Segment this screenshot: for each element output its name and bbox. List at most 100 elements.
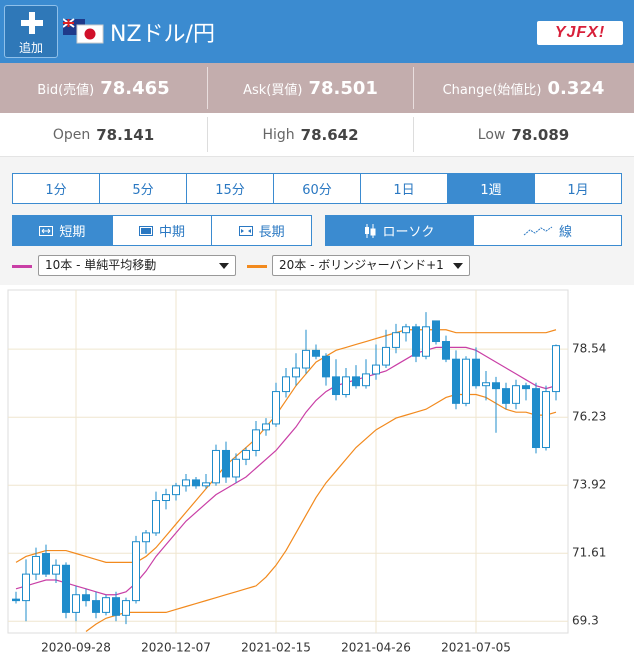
- candle-body: [532, 388, 540, 449]
- candle-body: [142, 532, 150, 543]
- candle-body: [112, 597, 120, 616]
- candle-body: [42, 553, 50, 575]
- candle-body: [412, 326, 420, 357]
- candle-body: [462, 358, 470, 404]
- indicator-swatch: [247, 265, 267, 268]
- term-button-label: 短期: [59, 225, 86, 240]
- low-label: Low: [477, 126, 506, 143]
- term-button[interactable]: 長期: [211, 216, 311, 245]
- divider: [413, 117, 414, 152]
- term-button-label: 中期: [159, 225, 186, 240]
- header: 追加 NZドル/円 YJFX!: [0, 0, 634, 63]
- candle-body: [102, 597, 110, 613]
- candle-body: [82, 594, 90, 602]
- candle-body: [312, 349, 320, 357]
- period-button[interactable]: 15分: [186, 174, 273, 203]
- logo[interactable]: YJFX!: [537, 21, 623, 45]
- high-label: High: [262, 126, 295, 143]
- bollinger-upper: [15, 329, 557, 563]
- chart-type-button-label: 線: [558, 225, 572, 240]
- candle-body: [152, 500, 160, 534]
- period-buttons: 1分 5分 15分 60分 1日 1週 1月: [12, 173, 622, 204]
- candle-body: [492, 382, 500, 390]
- period-button-label: 60分: [302, 183, 332, 198]
- period-button[interactable]: 5分: [99, 174, 186, 203]
- period-button-label: 15分: [215, 183, 245, 198]
- candle-body: [252, 429, 260, 451]
- candle-body: [192, 479, 200, 487]
- candle-body: [452, 358, 460, 404]
- indicator-select[interactable]: 20本 - ボリンジャーバンド+1: [272, 255, 470, 276]
- open-label: Open: [52, 126, 91, 143]
- open: Open 78.141: [0, 113, 207, 156]
- chart-type-button[interactable]: ローソク: [326, 216, 473, 245]
- period-button[interactable]: 1月: [534, 174, 621, 203]
- pair-title: NZドル/円: [110, 22, 215, 47]
- term-button[interactable]: 中期: [111, 216, 212, 245]
- candle-body: [32, 555, 40, 575]
- period-button[interactable]: 1週: [447, 174, 534, 203]
- divider: [207, 67, 208, 109]
- change-value: 0.324: [547, 77, 605, 99]
- candle-body: [292, 367, 300, 378]
- candle-body: [62, 564, 70, 613]
- candle-body: [372, 364, 380, 375]
- period-button-label: 5分: [132, 183, 154, 198]
- term-buttons: 短期 中期 長期: [12, 215, 312, 246]
- plot-area: [7, 289, 569, 634]
- candle-body: [502, 388, 510, 404]
- candle-body: [352, 376, 360, 387]
- candle-body: [282, 376, 290, 393]
- candle-body: [262, 423, 270, 431]
- indicator-select[interactable]: 10本 - 単純平均移動: [38, 255, 236, 276]
- indicator-swatch: [12, 265, 32, 268]
- candle-body: [442, 341, 450, 360]
- open-value: 78.141: [96, 125, 155, 144]
- x-tick-label: 2021-04-26: [341, 641, 411, 655]
- candle-body: [92, 600, 100, 613]
- high: High 78.642: [207, 113, 414, 156]
- candle-body: [162, 494, 170, 502]
- period-button[interactable]: 1日: [360, 174, 447, 203]
- candle-body: [342, 376, 350, 396]
- flags: [63, 18, 104, 44]
- bid-value: 78.465: [100, 77, 170, 99]
- period-button-label: 1週: [480, 183, 502, 198]
- change: Change(始値比) 0.324: [413, 63, 634, 113]
- term-button[interactable]: 短期: [13, 216, 112, 245]
- x-tick-label: 2020-09-28: [41, 641, 111, 655]
- low: Low 78.089: [413, 113, 634, 156]
- candle-body: [132, 541, 140, 602]
- period-button[interactable]: 60分: [273, 174, 360, 203]
- chart-type-button[interactable]: 線: [473, 216, 621, 245]
- term-button-label: 長期: [258, 225, 285, 240]
- candle-body: [182, 479, 190, 487]
- candle-body: [482, 382, 490, 387]
- candle-body: [122, 600, 130, 616]
- candle-body: [222, 449, 230, 478]
- quote-row: Bid(売値) 78.465 Ask(買値) 78.501 Change(始値比) 0…: [0, 63, 634, 113]
- divider: [207, 117, 208, 152]
- candle-body: [212, 449, 220, 484]
- add-label: 追加: [18, 41, 43, 55]
- candle-body: [52, 564, 60, 575]
- candle-body: [472, 358, 480, 387]
- chart-type-button-label: ローソク: [382, 225, 435, 240]
- high-value: 78.642: [300, 125, 359, 144]
- y-tick-label: 69.3: [572, 614, 599, 628]
- candle-body: [392, 332, 400, 348]
- low-value: 78.089: [511, 125, 570, 144]
- candle-body: [422, 326, 430, 357]
- period-button[interactable]: 1分: [13, 174, 99, 203]
- candle-body: [432, 320, 440, 343]
- bollinger-lower: [85, 393, 557, 633]
- divider: [413, 67, 414, 109]
- ohlc-row: Open 78.141 High 78.642 Low 78.089: [0, 113, 634, 157]
- add-button[interactable]: 追加: [4, 5, 58, 58]
- y-tick-label: 71.61: [572, 546, 606, 560]
- candle-body: [202, 482, 210, 487]
- candle-body: [242, 449, 250, 460]
- candle-body: [512, 385, 520, 404]
- x-tick-label: 2020-12-07: [141, 641, 211, 655]
- y-tick-label: 76.23: [572, 410, 606, 424]
